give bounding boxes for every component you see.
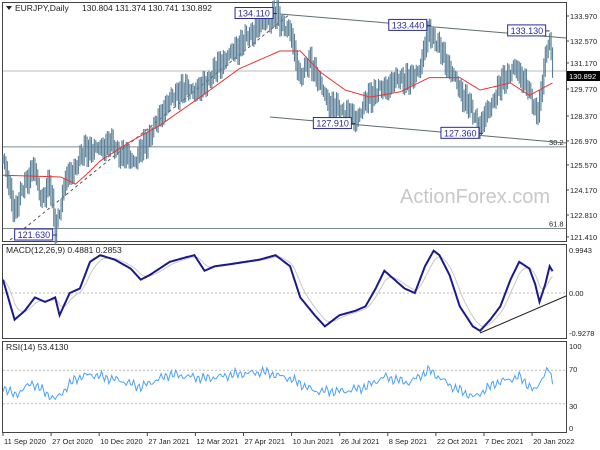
price-axis-label: 128.370 <box>570 112 597 121</box>
date-axis-label: 27 Oct 2020 <box>52 437 93 446</box>
price-annotation-label: 133.440 <box>392 20 425 30</box>
price-axis-label: 125.570 <box>570 161 597 170</box>
price-annotation-label: 134.110 <box>238 9 270 19</box>
price-axis-label: 124.170 <box>570 186 597 195</box>
price-axis-label: 131.170 <box>570 59 597 68</box>
macd-line <box>2 249 554 333</box>
rsi-panel <box>2 341 567 433</box>
price-annotation-label: 127.360 <box>444 128 477 138</box>
macd-trendline <box>479 295 567 334</box>
price-annotation-label: 133.130 <box>511 26 544 36</box>
price-axis-label: 129.770 <box>570 85 597 94</box>
date-axis-label: 11 Sep 2020 <box>4 437 46 446</box>
chart-ohlc: 130.804 131.374 130.741 130.892 <box>82 3 212 13</box>
fib-level-label: 61.8 <box>549 219 564 228</box>
rsi-title: RSI(14) 53.4130 <box>6 342 69 352</box>
date-axis-label: 10 Dec 2020 <box>100 437 143 446</box>
price-axis-label: 132.570 <box>570 37 597 46</box>
date-axis-label: 8 Sep 2021 <box>389 437 427 446</box>
date-axis-label: 26 Jul 2021 <box>341 437 380 446</box>
rsi-axis-label: 70 <box>569 365 577 374</box>
price-axis-label: 133.970 <box>570 12 597 21</box>
rsi-line <box>2 364 554 401</box>
date-axis-label: 10 Jun 2021 <box>293 437 334 446</box>
date-axis-label: 27 Jan 2021 <box>148 437 189 446</box>
moving-average-line <box>2 50 553 185</box>
price-axis-label: 121.410 <box>570 233 597 242</box>
rsi-axis-label: 0 <box>569 424 573 433</box>
macd-axis-label: 0.00 <box>569 289 584 298</box>
price-annotation-label: 127.910 <box>316 119 349 129</box>
date-axis-label: 22 Oct 2021 <box>437 437 478 446</box>
current-price-box <box>567 71 600 81</box>
rsi-axis-label: 100 <box>569 342 582 351</box>
price-axis-label: 122.810 <box>570 211 597 220</box>
macd-panel <box>2 244 567 339</box>
symbol-dropdown-icon[interactable] <box>6 6 12 10</box>
date-axis-label: 20 Jan 2022 <box>533 437 574 446</box>
price-annotation-label: 121.630 <box>18 230 51 240</box>
macd-axis-label: 0.9943 <box>569 246 592 255</box>
macd-axis-label: -0.9278 <box>569 329 594 338</box>
macd-title: MACD(12,26,9) 0.4881 0.2853 <box>6 245 122 255</box>
rsi-axis-label: 30 <box>569 402 577 411</box>
price-axis-label: 126.970 <box>570 137 597 146</box>
chart-symbol: EURJPY,Daily <box>15 3 69 13</box>
current-price-label: 130.892 <box>569 72 596 81</box>
date-axis-label: 12 Mar 2021 <box>196 437 238 446</box>
date-axis-label: 27 Apr 2021 <box>245 437 285 446</box>
date-axis-label: 7 Dec 2021 <box>485 437 523 446</box>
price-annotation-box <box>234 7 274 20</box>
watermark: ActionForex.com <box>400 186 550 208</box>
